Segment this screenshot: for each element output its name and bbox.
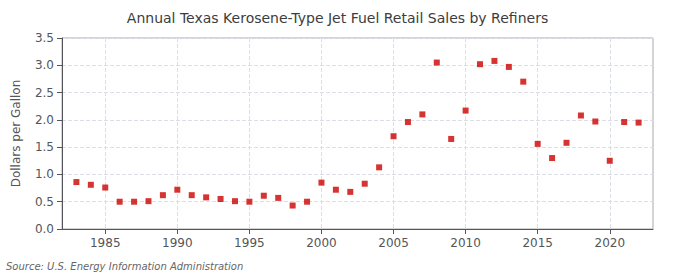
svg-text:2010: 2010 (450, 236, 481, 250)
svg-text:1.0: 1.0 (35, 167, 54, 181)
svg-text:Annual Texas Kerosene-Type Jet: Annual Texas Kerosene-Type Jet Fuel Reta… (127, 10, 548, 26)
svg-text:2000: 2000 (306, 236, 337, 250)
svg-text:2005: 2005 (378, 236, 409, 250)
svg-text:1985: 1985 (90, 236, 121, 250)
svg-text:2020: 2020 (594, 236, 625, 250)
svg-text:Source: U.S. Energy Informatio: Source: U.S. Energy Information Administ… (6, 261, 243, 272)
svg-text:2015: 2015 (522, 236, 553, 250)
svg-text:3.0: 3.0 (35, 58, 54, 72)
svg-text:1990: 1990 (162, 236, 193, 250)
svg-text:Dollars per Gallon: Dollars per Gallon (9, 80, 23, 188)
svg-text:2.5: 2.5 (35, 86, 54, 100)
svg-text:0.5: 0.5 (35, 195, 54, 209)
svg-text:3.5: 3.5 (35, 31, 54, 45)
svg-text:0.0: 0.0 (35, 222, 54, 236)
svg-text:2.0: 2.0 (35, 113, 54, 127)
svg-text:1995: 1995 (234, 236, 265, 250)
svg-text:1.5: 1.5 (35, 140, 54, 154)
